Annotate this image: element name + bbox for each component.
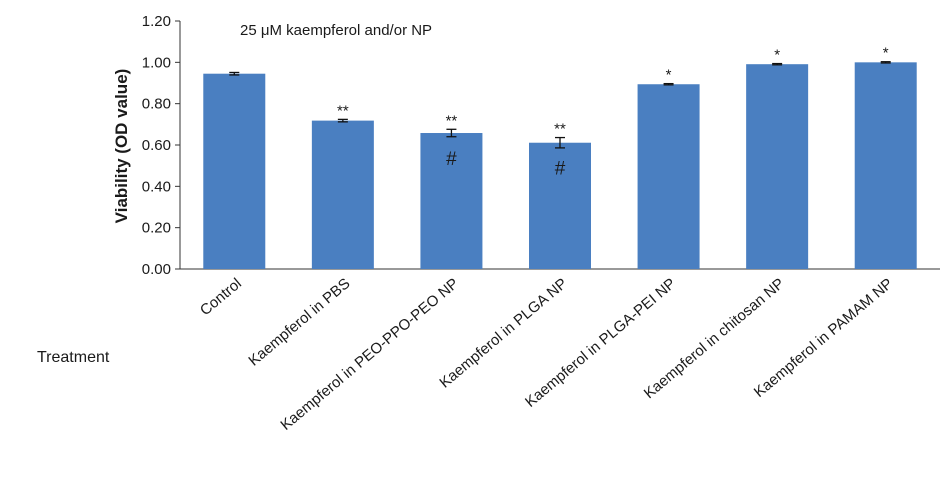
bar: [529, 142, 591, 269]
x-axis-label: Treatment: [37, 349, 110, 366]
y-tick-label: 0.40: [142, 178, 171, 195]
y-tick-label: 0.60: [142, 137, 171, 154]
y-tick-label: 0.80: [142, 96, 171, 113]
bars: ****#**#** *: [203, 45, 917, 270]
significance-mark: **: [446, 112, 458, 129]
y-axis-label: Viability (OD value): [112, 69, 131, 224]
significance-mark: **: [337, 102, 349, 119]
x-tick-label: Kaempferol in PEO-PPO-PEO NP: [277, 275, 462, 434]
bar: [746, 64, 809, 270]
y-tick-label: 1.20: [142, 13, 171, 30]
significance-mark: *: [883, 45, 889, 62]
hash-mark: #: [555, 159, 566, 180]
y-tick-label: 0.20: [142, 220, 171, 237]
x-tick-label: Control: [197, 275, 245, 319]
y-tick-label: 0.00: [142, 261, 171, 278]
bar: [311, 120, 374, 269]
significance-mark: *: [774, 47, 780, 64]
significance-mark: **: [554, 121, 566, 138]
bar: [854, 62, 917, 270]
chart-annotation: 25 μM kaempferol and/or NP: [240, 22, 432, 39]
bar: [203, 73, 266, 269]
x-tick-label: Kaempferol in PBS: [245, 275, 353, 369]
significance-mark: *: [666, 67, 672, 84]
bar: [637, 84, 700, 270]
hash-mark: #: [446, 149, 457, 170]
bar: [420, 133, 483, 269]
y-tick-label: 1.00: [142, 54, 171, 71]
y-ticks: 0.00 0.20 0.40 0.60 0.80 1.00 1.20: [142, 13, 180, 278]
